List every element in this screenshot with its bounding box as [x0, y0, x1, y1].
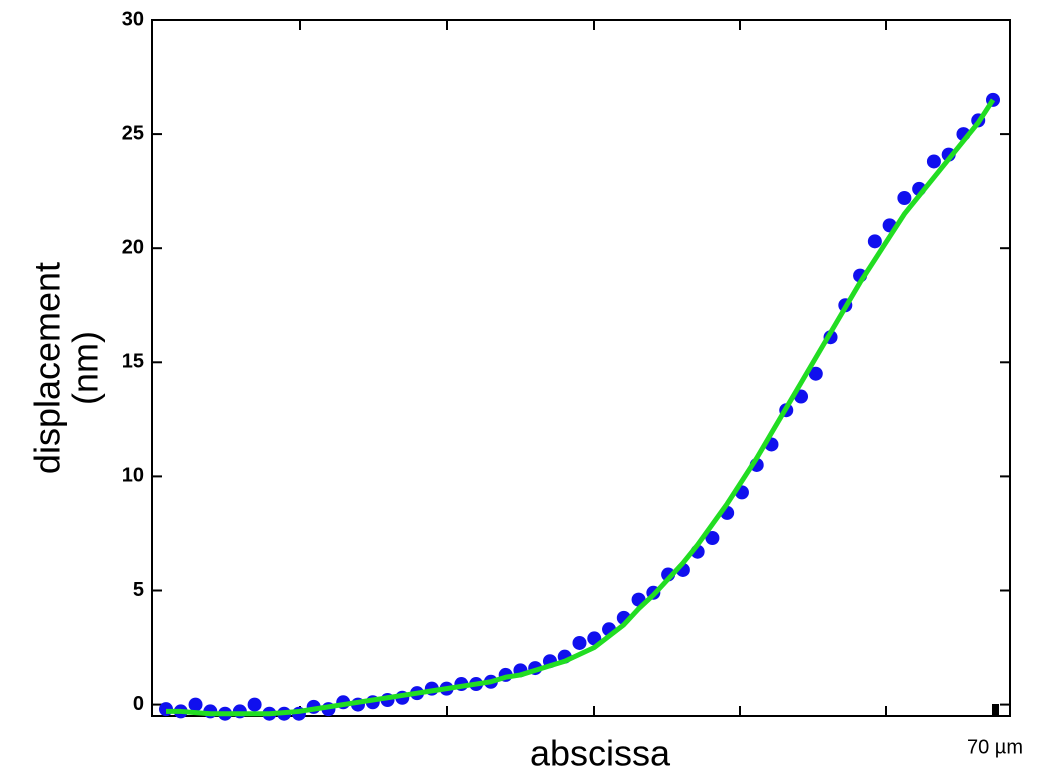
- y-tick-label: 10: [122, 465, 144, 487]
- data-point: [897, 190, 912, 205]
- scale-marker: [992, 704, 999, 716]
- y-tick-label: 5: [133, 579, 144, 601]
- x-axis-ticks: [299, 20, 887, 716]
- y-tick-label: 0: [133, 693, 144, 715]
- y-tick-label: 15: [122, 351, 144, 373]
- data-point: [188, 697, 203, 712]
- data-point: [572, 635, 587, 650]
- y-tick-label: 25: [122, 122, 144, 144]
- fit-line: [166, 98, 996, 717]
- data-point: [867, 234, 882, 249]
- x-axis-label: abscissa: [530, 733, 671, 774]
- y-tick-label: 20: [122, 236, 144, 258]
- data-point: [926, 154, 941, 169]
- annotation: 70 µm: [967, 736, 1023, 758]
- y-axis-label: displacement (nm): [27, 262, 106, 474]
- data-point: [808, 366, 823, 381]
- y-tick-label: 30: [122, 8, 144, 30]
- data-point: [247, 697, 262, 712]
- plot-frame: [151, 19, 1011, 717]
- data-point: [705, 531, 720, 546]
- y-axis-label-line: (nm): [65, 331, 106, 405]
- y-axis-label-line: displacement: [27, 262, 68, 474]
